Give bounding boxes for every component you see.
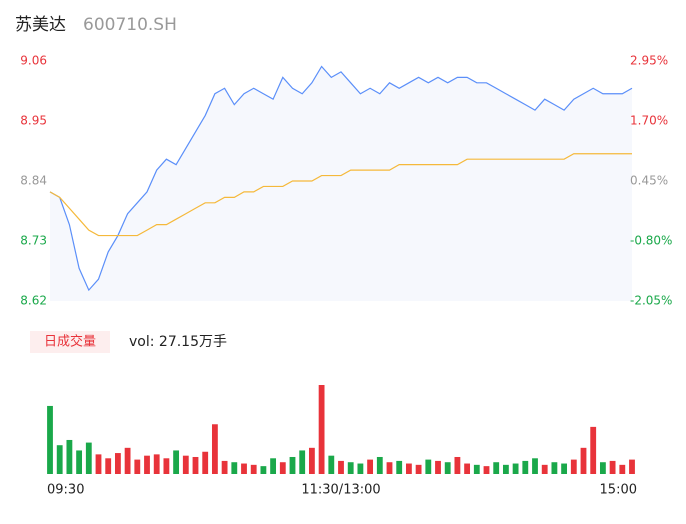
volume-bar (454, 456, 461, 474)
volume-bar (85, 442, 92, 474)
volume-bar (415, 464, 422, 474)
volume-bar (590, 426, 597, 474)
y-tick-label: 8.62 (20, 294, 47, 308)
volume-bar (124, 447, 131, 474)
volume-bar (619, 464, 626, 474)
y2-tick-label: -0.80% (630, 234, 672, 248)
stock-code: 600710.SH (83, 15, 177, 35)
y2-tick-label: 2.95% (630, 54, 668, 68)
volume-bar (347, 462, 354, 474)
volume-bar (522, 460, 529, 474)
volume-label-bg (30, 331, 110, 353)
y-tick-label: 8.95 (20, 114, 47, 128)
volume-bar (279, 462, 286, 474)
volume-bar (56, 445, 63, 474)
volume-bar (396, 460, 403, 474)
volume-bar (144, 455, 150, 474)
volume-bar (47, 405, 53, 474)
volume-bar (357, 463, 364, 474)
volume-bar (512, 463, 519, 474)
volume-bar (541, 464, 548, 474)
volume-bar (308, 447, 315, 474)
volume-bar (76, 450, 83, 474)
volume-bar (318, 385, 325, 474)
y2-tick-label: 1.70% (630, 114, 668, 128)
volume-label: 日成交量 (44, 334, 96, 350)
x-tick-label: 11:30/13:00 (301, 483, 380, 498)
volume-bar (561, 463, 568, 474)
volume-bar (493, 462, 500, 474)
volume-bar (134, 459, 141, 474)
volume-bar (289, 456, 296, 474)
average-line (49, 153, 632, 237)
volume-bar (241, 463, 247, 474)
volume-bar (163, 458, 170, 474)
volume-bar (570, 459, 577, 474)
volume-bar (182, 455, 189, 474)
volume-bar (231, 462, 238, 474)
volume-bar (532, 458, 538, 474)
price-area (50, 66, 632, 301)
volume-bar (114, 453, 121, 474)
volume-bar (599, 462, 606, 474)
volume-bar (629, 459, 635, 474)
volume-bar (367, 459, 374, 474)
volume-summary: vol: 27.15万手 (129, 334, 227, 350)
volume-bar (444, 462, 451, 474)
volume-bar (425, 459, 432, 474)
volume-bar (386, 462, 393, 474)
volume-bar (260, 466, 267, 474)
volume-bar (192, 456, 199, 474)
volume-bar (153, 454, 160, 474)
volume-bar (551, 462, 558, 474)
volume-bar (473, 464, 480, 474)
volume-bar (609, 460, 616, 474)
volume-bar (66, 439, 73, 474)
volume-bar (173, 450, 180, 474)
volume-bar (376, 456, 383, 474)
y-tick-label: 8.84 (20, 174, 47, 188)
y-tick-label: 8.73 (20, 234, 47, 248)
volume-bar (202, 451, 209, 474)
volume-bar (338, 460, 344, 474)
x-tick-label: 09:30 (47, 483, 84, 498)
volume-bar (435, 460, 441, 474)
x-tick-label: 15:00 (600, 483, 637, 498)
volume-bar (95, 454, 102, 474)
volume-bar (502, 464, 509, 474)
volume-bar (464, 463, 471, 474)
volume-bar (405, 463, 412, 474)
volume-bar (270, 458, 277, 474)
y2-tick-label: -2.05% (630, 294, 672, 308)
volume-bar (250, 464, 257, 474)
volume-bar (105, 458, 112, 474)
volume-bar (580, 447, 587, 474)
volume-bar (299, 450, 306, 474)
price-line (49, 65, 633, 292)
stock-name: 苏美达 (15, 15, 66, 35)
volume-bar (221, 460, 228, 474)
y2-tick-label: 0.45% (630, 174, 668, 188)
y-tick-label: 9.06 (20, 54, 47, 68)
volume-bar (483, 466, 490, 474)
volume-bar (328, 455, 335, 474)
volume-bar (211, 424, 218, 474)
